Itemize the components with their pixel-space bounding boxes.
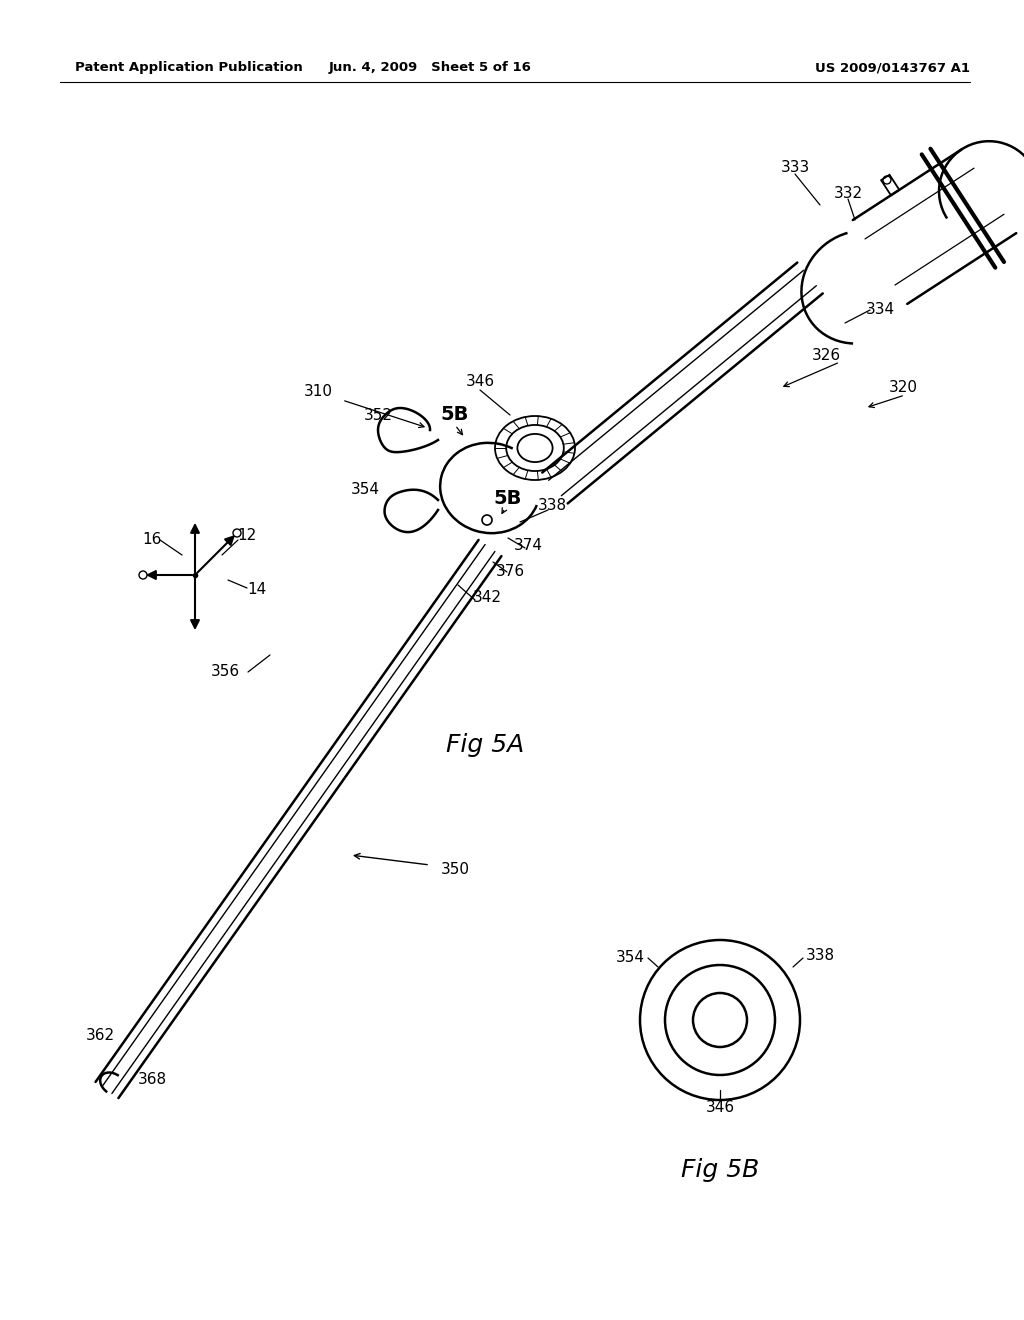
Text: 376: 376 <box>496 565 524 579</box>
Text: 12: 12 <box>238 528 257 544</box>
Text: 352: 352 <box>364 408 392 422</box>
Text: 332: 332 <box>834 186 862 201</box>
Text: 338: 338 <box>806 948 835 962</box>
Text: 354: 354 <box>615 950 644 965</box>
Text: 356: 356 <box>211 664 240 680</box>
Text: 368: 368 <box>137 1072 167 1088</box>
Text: 350: 350 <box>440 862 469 878</box>
Text: 5B: 5B <box>494 488 522 507</box>
Text: 334: 334 <box>865 302 895 318</box>
Text: 5B: 5B <box>440 405 469 425</box>
Text: Fig 5A: Fig 5A <box>445 733 524 756</box>
Circle shape <box>139 572 147 579</box>
Circle shape <box>482 515 492 525</box>
Text: 346: 346 <box>706 1101 734 1115</box>
Text: Fig 5B: Fig 5B <box>681 1158 759 1181</box>
Text: 374: 374 <box>513 537 543 553</box>
Text: 346: 346 <box>466 375 495 389</box>
Text: 338: 338 <box>538 498 566 512</box>
Text: Patent Application Publication: Patent Application Publication <box>75 62 303 74</box>
Text: US 2009/0143767 A1: US 2009/0143767 A1 <box>815 62 970 74</box>
Text: 342: 342 <box>472 590 502 606</box>
Circle shape <box>233 529 241 537</box>
Text: 320: 320 <box>889 380 918 396</box>
Text: 362: 362 <box>85 1027 115 1043</box>
Text: 333: 333 <box>780 161 810 176</box>
Text: 310: 310 <box>303 384 333 400</box>
Text: 354: 354 <box>350 483 380 498</box>
Text: Jun. 4, 2009   Sheet 5 of 16: Jun. 4, 2009 Sheet 5 of 16 <box>329 62 531 74</box>
Text: 326: 326 <box>811 347 841 363</box>
Text: 16: 16 <box>142 532 162 548</box>
Text: 14: 14 <box>248 582 266 598</box>
